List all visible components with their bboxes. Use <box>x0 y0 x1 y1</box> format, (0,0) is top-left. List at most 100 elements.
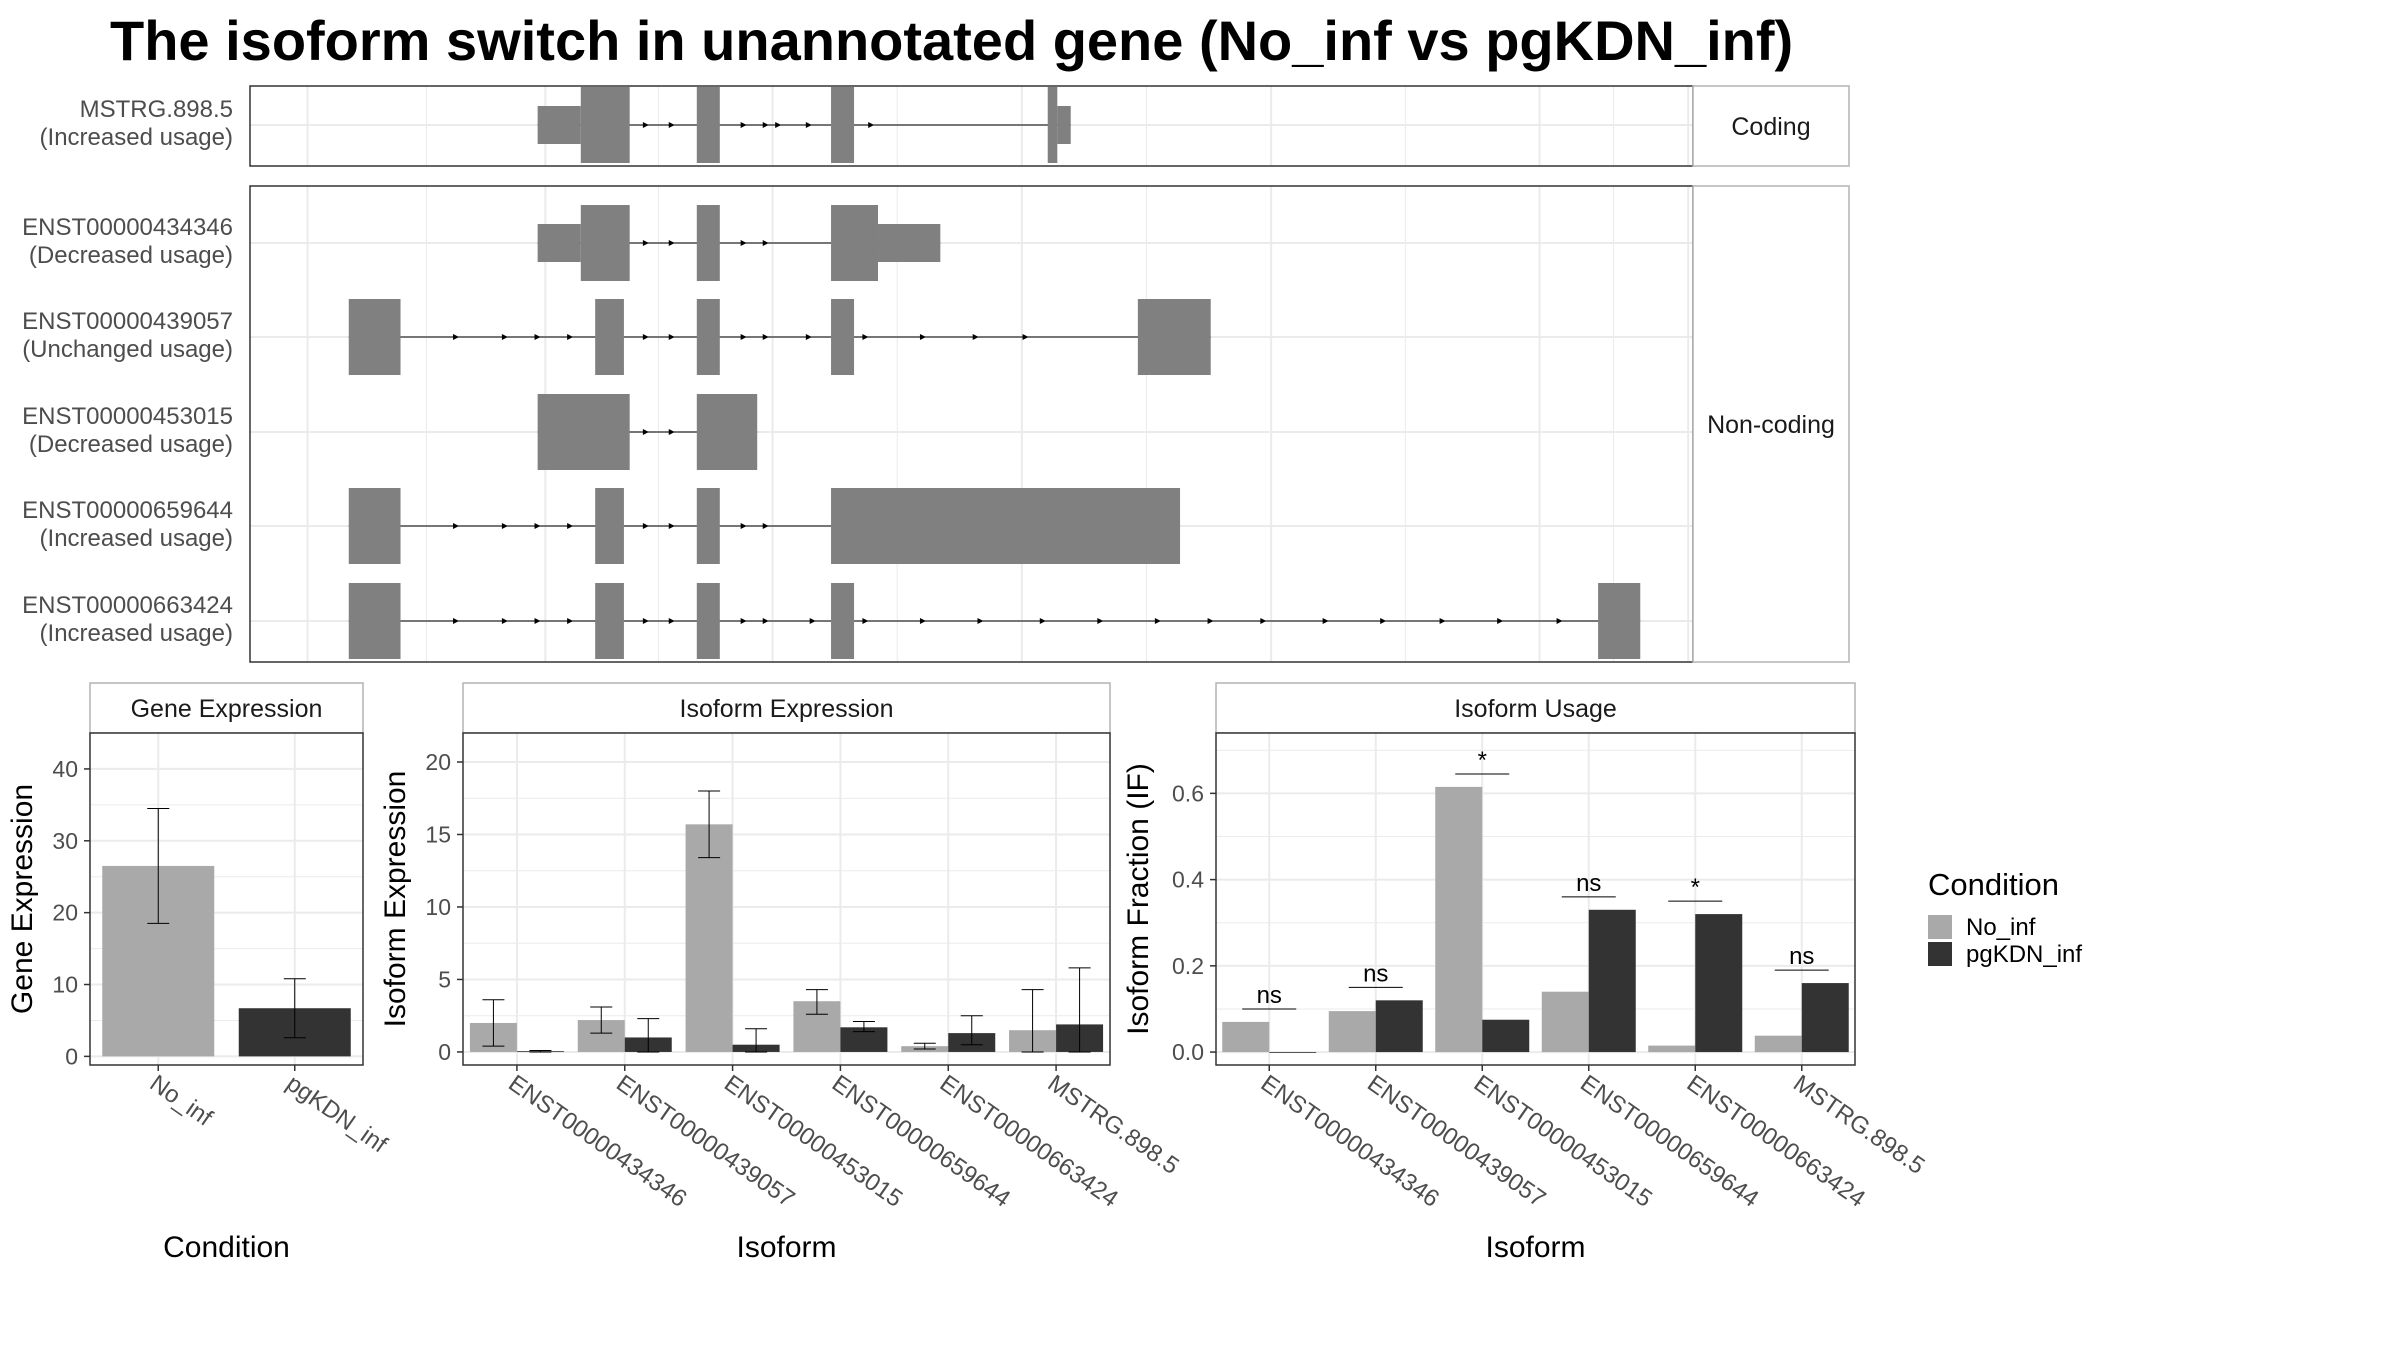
y-tick-label: 5 <box>438 966 451 992</box>
x-tick-label: ENST00000453015 <box>1469 1070 1657 1213</box>
intron-arrow <box>740 618 747 624</box>
bar <box>1269 1052 1317 1053</box>
intron-arrow <box>567 618 574 624</box>
exon <box>595 583 624 659</box>
intron-arrow <box>501 523 508 529</box>
intron-arrow <box>534 523 541 529</box>
y-tick-label: 0 <box>65 1043 78 1069</box>
intron-arrow <box>1039 618 1046 624</box>
transcript-usage-label: (Unchanged usage) <box>22 336 233 363</box>
x-tick-label: ENST00000663424 <box>935 1070 1123 1213</box>
y-tick-label: 0 <box>438 1039 451 1065</box>
panel-title: Isoform Expression <box>680 695 894 723</box>
panel-title: Gene Expression <box>131 695 323 723</box>
intron-arrow <box>1260 618 1267 624</box>
exon <box>348 583 401 659</box>
plot-border <box>1215 732 1856 1066</box>
intron-arrow <box>668 240 675 246</box>
exon <box>696 205 720 281</box>
y-tick-label: 40 <box>52 756 78 782</box>
transcript-id-label: ENST00000434346 <box>22 214 233 241</box>
y-tick-label: 0.0 <box>1172 1039 1204 1065</box>
intron-arrow <box>1380 618 1387 624</box>
intron-arrow <box>501 618 508 624</box>
x-tick-label: No_inf <box>145 1070 218 1132</box>
y-tick-label: 15 <box>425 821 451 847</box>
exon <box>831 87 855 163</box>
exon <box>696 87 720 163</box>
intron-arrow <box>668 122 675 128</box>
significance-label: ns <box>1789 943 1814 970</box>
intron-arrow <box>809 618 816 624</box>
x-tick-label: ENST00000439057 <box>1362 1070 1550 1213</box>
intron-arrow <box>862 618 869 624</box>
x-tick-label: ENST00000434346 <box>503 1070 691 1213</box>
transcript-row: ENST00000434346(Decreased usage) <box>22 205 941 281</box>
intron-arrow <box>762 334 769 340</box>
y-tick-label: 30 <box>52 828 78 854</box>
intron-arrow <box>775 122 782 128</box>
y-tick-label: 10 <box>52 972 78 998</box>
intron-arrow <box>642 523 649 529</box>
intron-arrow <box>668 334 675 340</box>
transcript-usage-label: (Increased usage) <box>40 124 233 151</box>
exon <box>696 299 720 375</box>
plot-area <box>463 733 1110 1065</box>
intron-arrow <box>740 523 747 529</box>
plot-area <box>1216 733 1855 1065</box>
legend-swatch <box>1928 942 1952 966</box>
intron-arrow <box>919 334 926 340</box>
x-tick-label: pgKDN_inf <box>281 1070 392 1159</box>
intron-arrow <box>762 122 769 128</box>
intron-arrow <box>668 429 675 435</box>
intron-arrow <box>1556 618 1563 624</box>
y-tick-label: 20 <box>52 900 78 926</box>
x-axis-title: Condition <box>163 1231 290 1264</box>
legend-label: No_inf <box>1966 914 2036 941</box>
exon <box>595 488 624 564</box>
transcript-id-label: ENST00000453015 <box>22 403 233 430</box>
transcript-id-label: MSTRG.898.5 <box>80 96 233 123</box>
y-tick-label: 20 <box>425 749 451 775</box>
exon <box>348 488 401 564</box>
intron-arrow <box>642 618 649 624</box>
intron-arrow <box>534 618 541 624</box>
intron-arrow <box>805 122 812 128</box>
legend-label: pgKDN_inf <box>1966 941 2082 968</box>
transcript-row: ENST00000453015(Decreased usage) <box>22 394 758 470</box>
y-axis-title: Gene Expression <box>6 784 39 1014</box>
exon <box>595 299 624 375</box>
x-tick-label: ENST00000439057 <box>611 1070 799 1213</box>
exon <box>537 394 630 470</box>
y-axis-title: Isoform Fraction (IF) <box>1122 763 1155 1035</box>
exon <box>1057 106 1071 144</box>
intron-arrow <box>642 122 649 128</box>
exon <box>831 583 855 659</box>
exon <box>1598 583 1641 659</box>
intron-arrow <box>1097 618 1104 624</box>
exon <box>831 488 1181 564</box>
intron-arrow <box>977 618 984 624</box>
bar <box>1754 1035 1802 1053</box>
intron-arrow <box>668 618 675 624</box>
plot-border <box>89 732 364 1066</box>
plot-border <box>462 732 1111 1066</box>
exon <box>348 299 401 375</box>
intron-arrow <box>919 618 926 624</box>
panel-strip <box>89 682 364 734</box>
chart-title: The isoform switch in unannotated gene (… <box>110 9 1794 72</box>
exon <box>1137 299 1211 375</box>
exon <box>696 394 758 470</box>
intron-arrow <box>972 334 979 340</box>
intron-arrow <box>453 618 460 624</box>
intron-arrow <box>642 240 649 246</box>
x-tick-label: ENST00000453015 <box>719 1070 907 1213</box>
transcript-row: ENST00000659644(Increased usage) <box>22 488 1181 564</box>
transcript-id-label: ENST00000663424 <box>22 592 233 619</box>
facet-label: Coding <box>1731 113 1810 141</box>
bar <box>1375 1000 1423 1053</box>
x-tick-label: ENST00000659644 <box>827 1070 1015 1213</box>
significance-label: ns <box>1363 960 1388 987</box>
